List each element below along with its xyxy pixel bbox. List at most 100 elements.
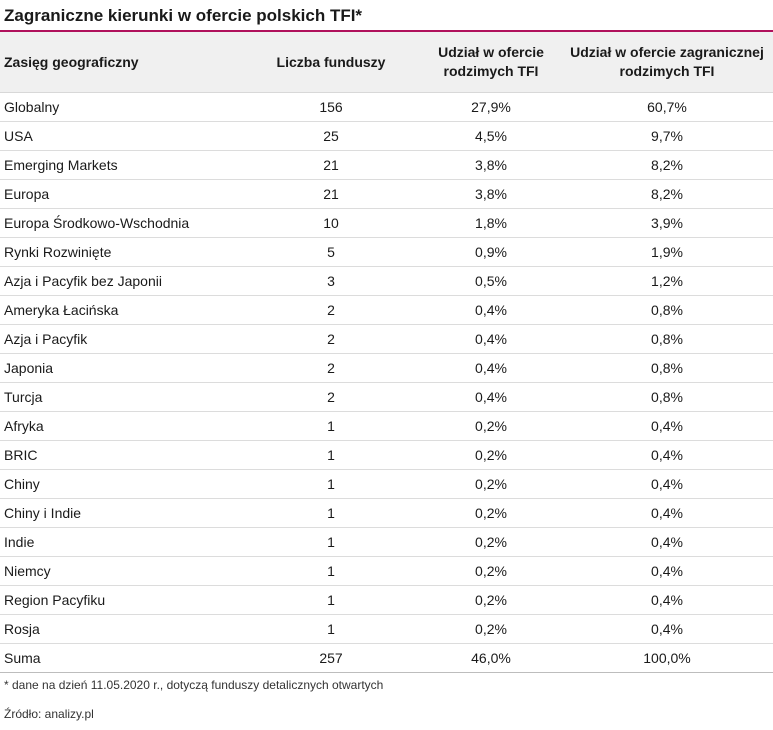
table-row: Azja i Pacyfik bez Japonii 3 0,5% 1,2% (0, 266, 773, 296)
cell-share-domestic: 27,9% (421, 92, 561, 122)
table-total-row: Suma 257 46,0% 100,0% (0, 643, 773, 673)
cell-share-foreign: 0,4% (561, 411, 773, 441)
cell-region: Europa (0, 179, 241, 209)
table-row: BRIC 1 0,2% 0,4% (0, 440, 773, 470)
cell-fund-count: 2 (241, 382, 421, 412)
cell-share-foreign: 0,4% (561, 469, 773, 499)
table-row: Europa Środkowo-Wschodnia 10 1,8% 3,9% (0, 208, 773, 238)
cell-region: Afryka (0, 411, 241, 441)
cell-region: Europa Środkowo-Wschodnia (0, 208, 241, 238)
cell-region: Azja i Pacyfik bez Japonii (0, 266, 241, 296)
cell-share-domestic: 0,2% (421, 498, 561, 528)
cell-share-foreign: 0,8% (561, 353, 773, 383)
cell-fund-count: 2 (241, 295, 421, 325)
table-row: Chiny 1 0,2% 0,4% (0, 469, 773, 499)
cell-share-foreign: 8,2% (561, 150, 773, 180)
table-row: Turcja 2 0,4% 0,8% (0, 382, 773, 412)
cell-share-domestic: 0,4% (421, 382, 561, 412)
cell-share-foreign: 0,8% (561, 382, 773, 412)
funds-table: Zasięg geograficzny Liczba funduszy Udzi… (0, 32, 773, 673)
cell-region: Rosja (0, 614, 241, 644)
cell-fund-count: 25 (241, 121, 421, 151)
cell-share-domestic: 0,5% (421, 266, 561, 296)
table-row: Globalny 156 27,9% 60,7% (0, 92, 773, 122)
cell-share-domestic: 0,4% (421, 295, 561, 325)
header-share-domestic: Udział w ofercie rodzimych TFI (421, 32, 561, 93)
cell-share-domestic: 0,2% (421, 614, 561, 644)
cell-region: Japonia (0, 353, 241, 383)
table-row: Japonia 2 0,4% 0,8% (0, 353, 773, 383)
cell-fund-count: 10 (241, 208, 421, 238)
cell-fund-count: 1 (241, 614, 421, 644)
cell-fund-count: 1 (241, 411, 421, 441)
cell-share-foreign: 0,4% (561, 498, 773, 528)
cell-fund-count: 3 (241, 266, 421, 296)
table-row: Europa 21 3,8% 8,2% (0, 179, 773, 209)
cell-share-foreign: 3,9% (561, 208, 773, 238)
cell-share-foreign: 1,2% (561, 266, 773, 296)
cell-share-foreign: 0,4% (561, 614, 773, 644)
table-header-row: Zasięg geograficzny Liczba funduszy Udzi… (0, 32, 773, 93)
title-divider (0, 30, 773, 32)
cell-share-foreign: 1,9% (561, 237, 773, 267)
table-row: Ameryka Łacińska 2 0,4% 0,8% (0, 295, 773, 325)
cell-region: Ameryka Łacińska (0, 295, 241, 325)
cell-share-foreign: 0,8% (561, 324, 773, 354)
cell-share-domestic: 0,2% (421, 469, 561, 499)
cell-fund-count: 1 (241, 469, 421, 499)
cell-region: Azja i Pacyfik (0, 324, 241, 354)
table-row: Emerging Markets 21 3,8% 8,2% (0, 150, 773, 180)
cell-share-domestic: 0,2% (421, 440, 561, 470)
table-row: Azja i Pacyfik 2 0,4% 0,8% (0, 324, 773, 354)
cell-share-foreign: 100,0% (561, 643, 773, 673)
cell-fund-count: 21 (241, 150, 421, 180)
cell-share-domestic: 0,9% (421, 237, 561, 267)
cell-region: Chiny i Indie (0, 498, 241, 528)
cell-share-foreign: 0,4% (561, 556, 773, 586)
cell-share-domestic: 0,2% (421, 585, 561, 615)
cell-fund-count: 1 (241, 527, 421, 557)
cell-share-domestic: 0,2% (421, 527, 561, 557)
cell-region: BRIC (0, 440, 241, 470)
cell-region: Niemcy (0, 556, 241, 586)
source-note: Źródło: analizy.pl (4, 707, 94, 721)
cell-share-domestic: 46,0% (421, 643, 561, 673)
cell-region: Emerging Markets (0, 150, 241, 180)
page-title: Zagraniczne kierunki w ofercie polskich … (4, 6, 363, 25)
cell-share-domestic: 0,4% (421, 324, 561, 354)
cell-fund-count: 1 (241, 585, 421, 615)
cell-fund-count: 2 (241, 324, 421, 354)
cell-fund-count: 2 (241, 353, 421, 383)
cell-share-foreign: 0,4% (561, 585, 773, 615)
cell-fund-count: 257 (241, 643, 421, 673)
table-row: Chiny i Indie 1 0,2% 0,4% (0, 498, 773, 528)
cell-share-foreign: 9,7% (561, 121, 773, 151)
cell-share-domestic: 4,5% (421, 121, 561, 151)
cell-fund-count: 1 (241, 440, 421, 470)
table-row: Indie 1 0,2% 0,4% (0, 527, 773, 557)
cell-region: Suma (0, 643, 241, 673)
cell-share-domestic: 3,8% (421, 150, 561, 180)
cell-region: Indie (0, 527, 241, 557)
cell-share-domestic: 3,8% (421, 179, 561, 209)
cell-share-foreign: 60,7% (561, 92, 773, 122)
cell-fund-count: 1 (241, 498, 421, 528)
cell-region: Turcja (0, 382, 241, 412)
cell-fund-count: 5 (241, 237, 421, 267)
cell-fund-count: 21 (241, 179, 421, 209)
cell-share-domestic: 1,8% (421, 208, 561, 238)
footnote: * dane na dzień 11.05.2020 r., dotyczą f… (4, 678, 384, 692)
cell-share-domestic: 0,4% (421, 353, 561, 383)
cell-share-domestic: 0,2% (421, 411, 561, 441)
cell-share-foreign: 0,4% (561, 440, 773, 470)
cell-share-foreign: 0,8% (561, 295, 773, 325)
header-fund-count: Liczba funduszy (241, 32, 421, 93)
table-row: USA 25 4,5% 9,7% (0, 121, 773, 151)
table-row: Region Pacyfiku 1 0,2% 0,4% (0, 585, 773, 615)
header-region: Zasięg geograficzny (0, 32, 241, 93)
cell-share-foreign: 8,2% (561, 179, 773, 209)
cell-region: Globalny (0, 92, 241, 122)
cell-region: Rynki Rozwinięte (0, 237, 241, 267)
cell-share-foreign: 0,4% (561, 527, 773, 557)
